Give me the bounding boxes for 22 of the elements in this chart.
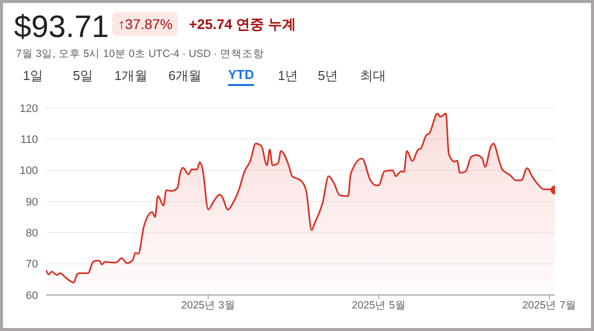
x-tick-label: 2025년 5월 — [352, 299, 406, 312]
text: 최대 — [360, 67, 386, 85]
y-tick-label: 110 — [20, 134, 38, 146]
y-tick-label: 90 — [26, 196, 38, 208]
y-tick-label: 120 — [20, 102, 38, 115]
y-tick-label: 70 — [26, 258, 38, 271]
y-tick-label: 100 — [20, 165, 38, 178]
y-tick-label: 80 — [26, 228, 38, 240]
chart-subtitle: 7월 3일, 오후 5시 10분 0초 UTC-4 · USD · 면책조항 — [16, 47, 264, 61]
text: 1일 — [22, 67, 44, 85]
text: 5년 — [318, 67, 338, 85]
text: 5일 — [72, 67, 94, 85]
text: +25.74 연중 누계 — [189, 16, 296, 34]
chart-title: $93.71 — [14, 9, 109, 45]
text: 1개월 — [114, 67, 148, 85]
text: YTD — [228, 67, 254, 86]
x-tick-label: 2025년 3월 — [181, 299, 236, 312]
text: 6개월 — [168, 67, 202, 85]
y-tick-label: 60 — [26, 290, 38, 302]
text: 1년 — [278, 67, 298, 85]
text: ↑37.87% — [112, 12, 178, 36]
x-tick-label: 2025년 7월 — [522, 299, 576, 312]
